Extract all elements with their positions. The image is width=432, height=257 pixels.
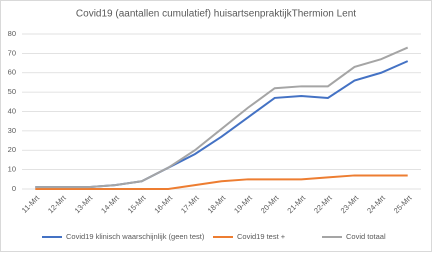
y-tick-label: 70 [8, 48, 16, 57]
legend-label: Covid19 test + [237, 232, 286, 241]
y-tick-label: 40 [8, 106, 16, 115]
legend-label: Covid19 klinisch waarschijnlijk (geen te… [66, 232, 205, 241]
y-tick-label: 50 [8, 87, 16, 96]
series-line [35, 46, 409, 189]
y-tick-label: 20 [8, 145, 16, 154]
y-tick-label: 0 [12, 184, 16, 193]
series-line [35, 174, 408, 190]
y-tick-label: 30 [8, 126, 16, 135]
y-tick-label: 60 [8, 68, 16, 77]
chart-title: Covid19 (aantallen cumulatief) huisartse… [76, 9, 356, 20]
y-tick-label: 10 [8, 165, 16, 174]
y-tick-label: 80 [8, 29, 16, 38]
legend-label: Covid totaal [346, 232, 386, 241]
